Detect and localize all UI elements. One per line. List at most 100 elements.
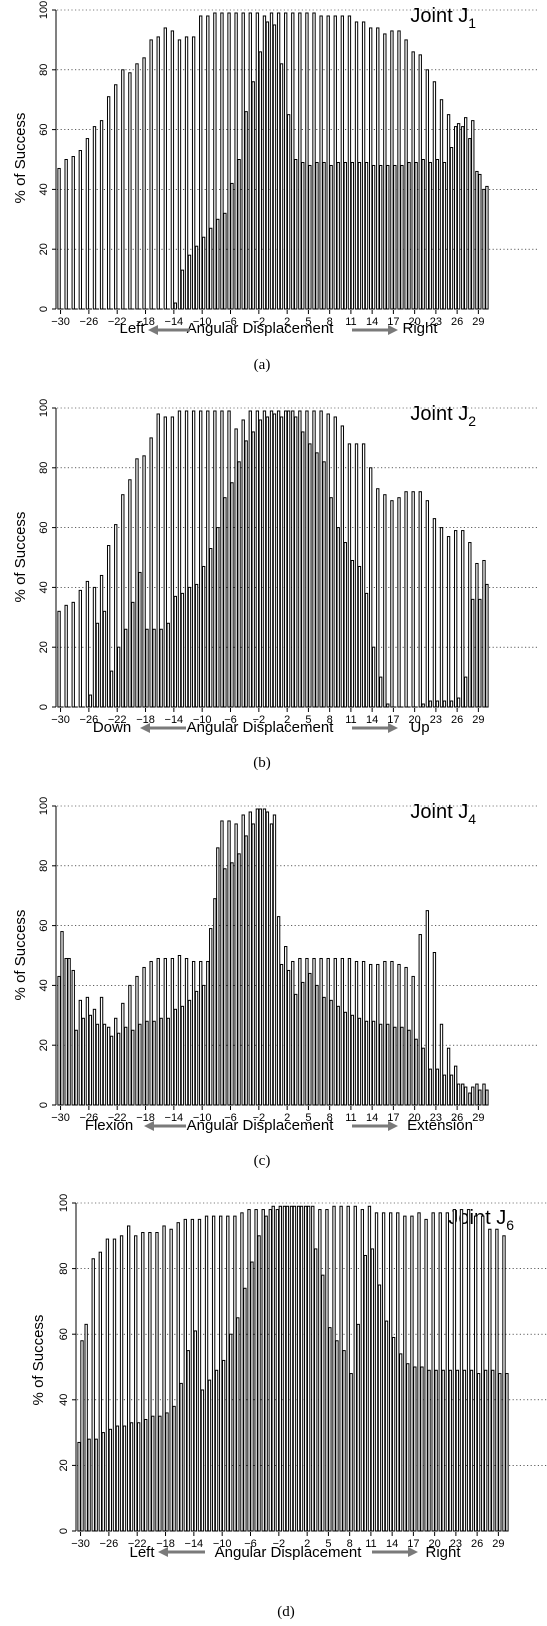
bar	[407, 161, 411, 310]
bar	[291, 410, 295, 708]
bar	[336, 1005, 340, 1106]
bar	[176, 1222, 180, 1532]
bar	[190, 1218, 195, 1532]
bar	[484, 1369, 488, 1532]
bar	[99, 120, 104, 310]
x-tick-label: −30	[51, 1112, 70, 1124]
bar	[353, 1205, 357, 1532]
bar	[322, 996, 326, 1106]
y-tick-label: 20	[38, 641, 50, 653]
bar	[284, 410, 288, 708]
bar	[114, 1017, 118, 1106]
bar	[371, 646, 376, 708]
bar	[332, 1205, 336, 1532]
bar	[417, 1212, 421, 1532]
bar	[428, 161, 432, 310]
x-tick-label: 11	[345, 714, 356, 726]
x-tick-label: 8	[327, 1112, 333, 1124]
bar	[462, 1369, 467, 1532]
bar	[67, 957, 71, 1106]
x-label-left: Flexion	[85, 1117, 133, 1134]
caption: (a)	[254, 357, 271, 373]
bar	[391, 1336, 396, 1532]
bar	[333, 957, 337, 1106]
bar	[159, 628, 163, 708]
bar	[183, 1218, 187, 1532]
bar	[114, 84, 118, 310]
bar	[347, 15, 352, 310]
bar	[102, 1023, 107, 1106]
bar	[399, 1353, 403, 1532]
bar	[265, 21, 270, 310]
x-tick-label: −2	[273, 1538, 286, 1550]
bar	[141, 1232, 145, 1532]
bar	[227, 820, 231, 1106]
x-label-left: Left	[129, 1544, 155, 1561]
bar	[411, 491, 415, 708]
bar	[258, 808, 262, 1106]
bar	[461, 126, 465, 310]
bar	[241, 814, 245, 1106]
bar	[64, 159, 68, 310]
bar	[92, 126, 97, 310]
bar	[166, 622, 170, 708]
bar	[126, 1225, 131, 1532]
bar	[128, 479, 132, 708]
chart-title: Joint J4	[410, 801, 476, 827]
bar	[291, 960, 295, 1106]
bar	[279, 416, 284, 708]
y-tick-label: 40	[58, 1394, 70, 1406]
chart-panel-d: % of Success Joint J6 Left Angular Displ…	[30, 1194, 547, 1620]
bar	[456, 697, 461, 708]
chart-title-text: Joint J	[410, 403, 468, 425]
bar	[87, 1438, 91, 1532]
bar	[207, 1379, 212, 1532]
bar	[425, 500, 430, 708]
x-label-right: Up	[410, 719, 429, 736]
bar	[397, 963, 401, 1106]
bar	[78, 589, 82, 708]
bar	[271, 1205, 275, 1532]
bar	[223, 497, 227, 708]
bar	[305, 410, 309, 708]
bar	[248, 811, 252, 1106]
bar	[219, 1215, 223, 1532]
bar	[321, 1274, 325, 1532]
bar	[286, 969, 291, 1106]
bar	[386, 1023, 390, 1106]
bar	[156, 957, 160, 1106]
bar	[244, 440, 248, 708]
x-tick-label: 26	[451, 1112, 463, 1124]
bar	[163, 957, 167, 1106]
bar	[319, 957, 323, 1106]
bar	[488, 1228, 492, 1532]
bar	[381, 1212, 386, 1532]
x-tick-label: −10	[193, 316, 212, 328]
bar	[265, 416, 270, 708]
bar	[216, 847, 220, 1106]
bar	[258, 419, 262, 708]
bar	[117, 1032, 121, 1106]
bar	[85, 138, 90, 310]
bar	[105, 1238, 110, 1532]
x-tick-label: 17	[387, 714, 399, 726]
bar	[383, 33, 387, 310]
bar	[152, 628, 156, 708]
bar	[170, 416, 175, 708]
x-tick-label: 8	[327, 316, 333, 328]
bar	[315, 161, 319, 310]
bar	[435, 159, 440, 310]
bar	[84, 1323, 88, 1532]
bar	[361, 960, 366, 1106]
x-tick-label: 20	[409, 714, 421, 726]
series-2	[60, 410, 489, 708]
bar	[276, 410, 281, 708]
bar	[251, 81, 255, 310]
bar	[60, 931, 64, 1106]
bar	[112, 1238, 117, 1532]
x-tick-label: −26	[80, 714, 99, 726]
x-tick-label: −2	[253, 714, 266, 726]
bar	[308, 164, 312, 310]
x-tick-label: −10	[193, 714, 212, 726]
